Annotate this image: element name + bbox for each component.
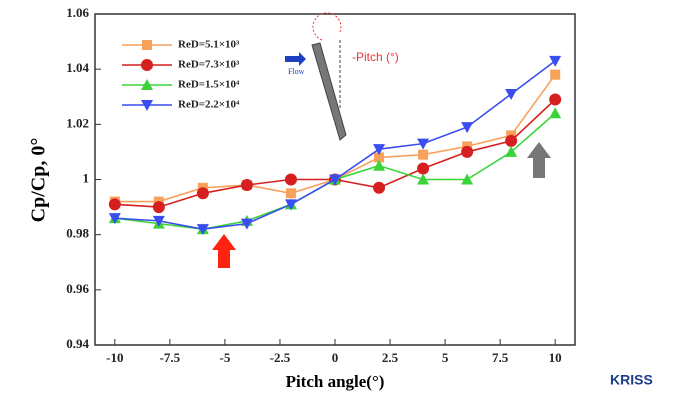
inset xyxy=(285,12,347,141)
legend-label: ReD=5.1×10³ xyxy=(178,39,240,51)
marker xyxy=(461,122,474,134)
marker xyxy=(461,145,474,158)
x-tick-label: 2.5 xyxy=(382,350,399,365)
y-axis-label: Cp/Cp, 0° xyxy=(28,138,50,223)
marker xyxy=(417,138,430,150)
legend-marker xyxy=(141,59,153,71)
marker xyxy=(240,179,253,192)
series-line xyxy=(114,112,556,230)
x-tick-label: 0 xyxy=(332,350,339,365)
legend-marker xyxy=(142,40,152,50)
marker xyxy=(108,213,121,225)
x-tick-label: -7.5 xyxy=(160,350,181,365)
marker xyxy=(374,152,385,163)
y-tick-label: 0.96 xyxy=(66,281,89,296)
marker xyxy=(550,69,561,80)
legend-label: ReD=2.2×10⁴ xyxy=(178,99,240,111)
marker xyxy=(417,173,430,185)
marker xyxy=(549,93,562,106)
marker xyxy=(285,188,296,199)
gray-arrow xyxy=(527,142,551,178)
pitch-label: -Pitch (°) xyxy=(352,50,399,64)
legend-label: ReD=1.5×10⁴ xyxy=(178,79,240,91)
x-tick-label: -10 xyxy=(106,350,123,365)
y-tick-label: 1 xyxy=(83,170,90,185)
x-tick-label: -2.5 xyxy=(270,350,291,365)
x-tick-label: 10 xyxy=(549,350,562,365)
marker xyxy=(461,173,474,185)
marker xyxy=(373,181,386,194)
legend-marker xyxy=(141,79,153,90)
marker xyxy=(240,218,253,230)
y-tick-label: 0.98 xyxy=(66,226,89,241)
legend-label: ReD=7.3×10³ xyxy=(178,59,240,71)
marker xyxy=(329,174,341,186)
marker xyxy=(505,145,518,157)
marker xyxy=(373,159,386,171)
marker xyxy=(152,201,165,214)
marker xyxy=(505,134,518,147)
x-tick-label: 5 xyxy=(442,350,449,365)
y-tick-label: 1.04 xyxy=(66,60,89,75)
marker xyxy=(108,198,121,211)
marker xyxy=(417,162,430,175)
marker xyxy=(549,55,562,67)
red-arrow xyxy=(212,234,236,268)
marker xyxy=(196,187,209,200)
x-tick-label: -5 xyxy=(219,350,230,365)
flow-label: Flow xyxy=(288,67,305,76)
marker xyxy=(373,144,386,156)
logo: KRISS xyxy=(610,372,653,388)
x-axis-label: Pitch angle(°) xyxy=(286,372,385,391)
y-tick-label: 1.06 xyxy=(66,5,89,20)
marker xyxy=(196,224,209,236)
marker xyxy=(505,88,518,100)
y-tick-label: 1.02 xyxy=(66,115,89,130)
x-tick-label: 7.5 xyxy=(492,350,509,365)
marker xyxy=(284,173,297,186)
marker xyxy=(152,215,165,227)
marker xyxy=(418,149,429,160)
marker xyxy=(284,199,297,211)
y-tick-label: 0.94 xyxy=(66,336,89,351)
legend-marker xyxy=(141,100,153,111)
marker xyxy=(549,107,562,119)
